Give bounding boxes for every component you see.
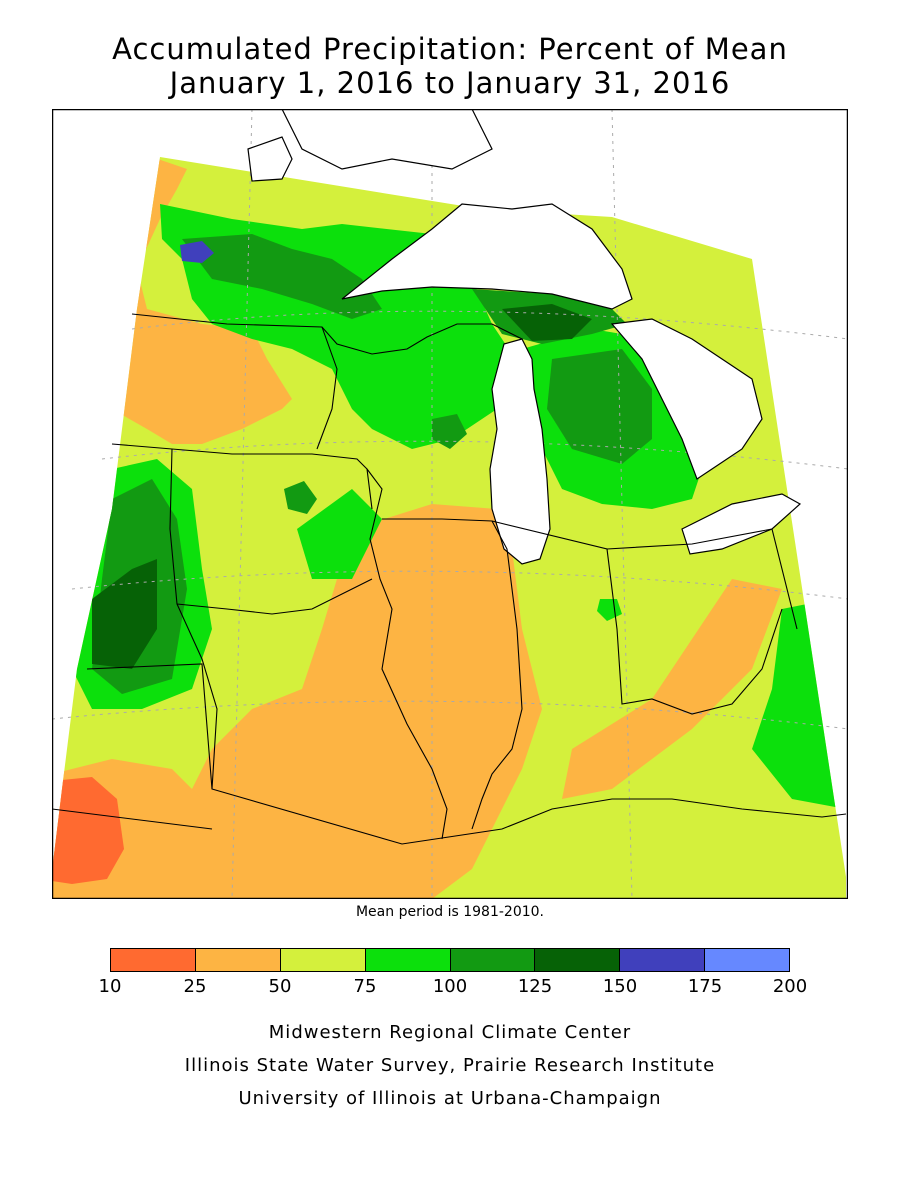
credit-line-3: University of Illinois at Urbana-Champai… (238, 1088, 662, 1109)
legend-swatch-150-175 (620, 949, 706, 971)
legend-tick: 10 (98, 976, 122, 997)
map-title-line-2: January 1, 2016 to January 31, 2016 (169, 66, 731, 100)
field-100-125-north (182, 234, 382, 319)
precipitation-map (52, 109, 848, 899)
color-legend (110, 948, 790, 972)
field-125-150-upper-michigan (502, 304, 592, 341)
graticule (52, 109, 848, 899)
field-25-50-northwest (112, 157, 292, 444)
lake-michigan (489, 338, 551, 565)
north-water (281, 109, 493, 170)
field-75-100-mn-spot (297, 489, 382, 579)
lake-huron (610, 318, 763, 480)
legend-tick: 150 (602, 976, 638, 997)
field-25-50-southeast (562, 579, 782, 799)
legend-swatch-10-25 (111, 949, 196, 971)
legend-swatch-125-150 (535, 949, 621, 971)
legend-ticks: 10 25 50 75 100 125 150 175 200 (99, 976, 808, 1000)
credit-line-1: Midwestern Regional Climate Center (268, 1022, 632, 1043)
legend-swatch-100-125 (450, 949, 536, 971)
field-100-125-wi-spot (432, 414, 467, 449)
legend-tick: 50 (268, 976, 292, 997)
lake-erie (681, 493, 802, 555)
field-150-175-north-minnesota (180, 241, 214, 263)
credit-line-2: Illinois State Water Survey, Prairie Res… (184, 1055, 716, 1076)
field-100-125-lower-michigan (547, 349, 652, 464)
legend-tick: 175 (687, 976, 723, 997)
field-100-125-mn-spot (284, 481, 317, 514)
lake-superior (341, 203, 633, 310)
legend-tick: 125 (517, 976, 553, 997)
field-25-50-central (182, 504, 542, 899)
legend-swatch-25-50 (195, 949, 281, 971)
mean-period-note: Mean period is 1981-2010. (355, 904, 545, 920)
legend-tick: 75 (353, 976, 377, 997)
legend-tick: 100 (432, 976, 468, 997)
legend-swatch-50-75 (280, 949, 366, 971)
boundaries (52, 313, 847, 845)
legend-tick: 25 (183, 976, 207, 997)
great-lakes (247, 109, 802, 565)
map-title-line-1: Accumulated Precipitation: Percent of Me… (112, 32, 788, 66)
legend-swatch-175-200 (705, 949, 789, 971)
legend-swatch-75-100 (365, 949, 451, 971)
field-10-25-southwest (52, 777, 124, 884)
legend-tick: 200 (772, 976, 808, 997)
map-frame (52, 109, 848, 899)
field-125-150-west-iowa (92, 559, 157, 669)
lake-winnipeg-area (247, 136, 293, 182)
